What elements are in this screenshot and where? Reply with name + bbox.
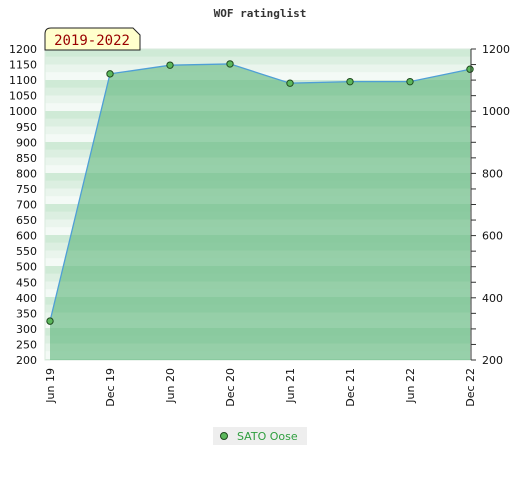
chart-title: WOF ratinglist — [214, 7, 307, 20]
badge-label: 2019-2022 — [54, 33, 130, 49]
y-tick-label-left: 400 — [16, 292, 37, 305]
y-tick-label-left: 750 — [16, 183, 37, 196]
area-fill — [45, 63, 471, 390]
y-axis-left: 200 250 300 350 400 450 500 550 600 650 700 750 800 8… — [9, 43, 37, 367]
y-tick-label-left: 350 — [16, 307, 37, 320]
area-stripe — [45, 157, 471, 173]
y-tick-label-left: 950 — [16, 121, 37, 134]
y-tick-label-right: 600 — [482, 230, 503, 243]
y-tick-label-left: 450 — [16, 276, 37, 289]
series-polyline — [49, 63, 471, 322]
area-stripe — [45, 95, 471, 111]
period-badge: 2019-2022 — [44, 27, 141, 51]
legend-marker-icon — [220, 432, 228, 440]
area-stripe — [45, 374, 471, 390]
plot-band — [45, 56, 471, 65]
area-stripe — [45, 188, 471, 204]
y-tick-label-right: 1000 — [482, 105, 510, 118]
x-tick-label: Jun 20 — [164, 368, 177, 404]
y-tick-label-left: 1000 — [9, 105, 37, 118]
y-tick-label-left: 1050 — [9, 90, 37, 103]
area-stripe — [45, 343, 471, 359]
legend-box — [213, 427, 307, 445]
data-point[interactable] — [406, 77, 414, 86]
area-stripe — [45, 312, 471, 328]
x-tick-label: Jun 21 — [284, 368, 297, 404]
y-tick-label-left: 500 — [16, 261, 37, 274]
plot-band — [45, 49, 471, 57]
x-tick-label: Dec 21 — [344, 368, 357, 407]
data-point[interactable] — [46, 317, 54, 325]
x-tick-label: Dec 20 — [224, 368, 237, 407]
series-area — [50, 63, 470, 360]
y-axis-right: 200 400 600 800 1000 1200 — [470, 43, 510, 367]
y-tick-label-left: 900 — [16, 136, 37, 149]
area-stripe — [45, 219, 471, 235]
data-point[interactable] — [106, 70, 114, 78]
data-point[interactable] — [346, 77, 354, 86]
x-tick-label: Dec 19 — [104, 368, 117, 407]
x-tick-label: Dec 22 — [464, 368, 477, 407]
y-tick-label-left: 550 — [16, 245, 37, 258]
data-point[interactable] — [286, 79, 294, 87]
data-point[interactable] — [466, 65, 474, 73]
y-tick-label-left: 800 — [16, 167, 37, 180]
y-tick-label-left: 200 — [16, 354, 37, 367]
legend[interactable]: SATO Oose — [213, 427, 307, 445]
y-tick-label-left: 700 — [16, 199, 37, 212]
plot-band — [45, 64, 471, 73]
data-point[interactable] — [166, 61, 174, 69]
y-tick-label-left: 1200 — [9, 43, 37, 56]
data-point[interactable] — [226, 60, 234, 68]
y-tick-label-right: 800 — [482, 167, 503, 180]
y-tick-label-left: 1100 — [9, 74, 37, 87]
y-tick-label-right: 1200 — [482, 43, 510, 56]
area-stripe — [45, 250, 471, 266]
y-tick-label-left: 600 — [16, 230, 37, 243]
y-tick-label-left: 850 — [16, 152, 37, 165]
y-tick-label-left: 250 — [16, 338, 37, 351]
y-tick-label-left: 1150 — [9, 59, 37, 72]
y-tick-label-left: 300 — [16, 323, 37, 336]
series-line — [49, 63, 471, 322]
series-markers — [46, 60, 474, 325]
badge-shape — [44, 27, 141, 51]
y-tick-label-left: 650 — [16, 214, 37, 227]
area-stripe — [45, 281, 471, 297]
x-tick-label: Jun 19 — [44, 368, 57, 404]
area-stripe — [45, 126, 471, 142]
x-tick-label: Jun 22 — [404, 368, 417, 404]
y-tick-label-right: 400 — [482, 292, 503, 305]
x-axis: Jun 19 Dec 19 Jun 20 Dec 20 Jun 21 Dec 21 Jun … — [44, 368, 477, 407]
legend-label: SATO Oose — [237, 430, 298, 443]
y-tick-label-right: 200 — [482, 354, 503, 367]
